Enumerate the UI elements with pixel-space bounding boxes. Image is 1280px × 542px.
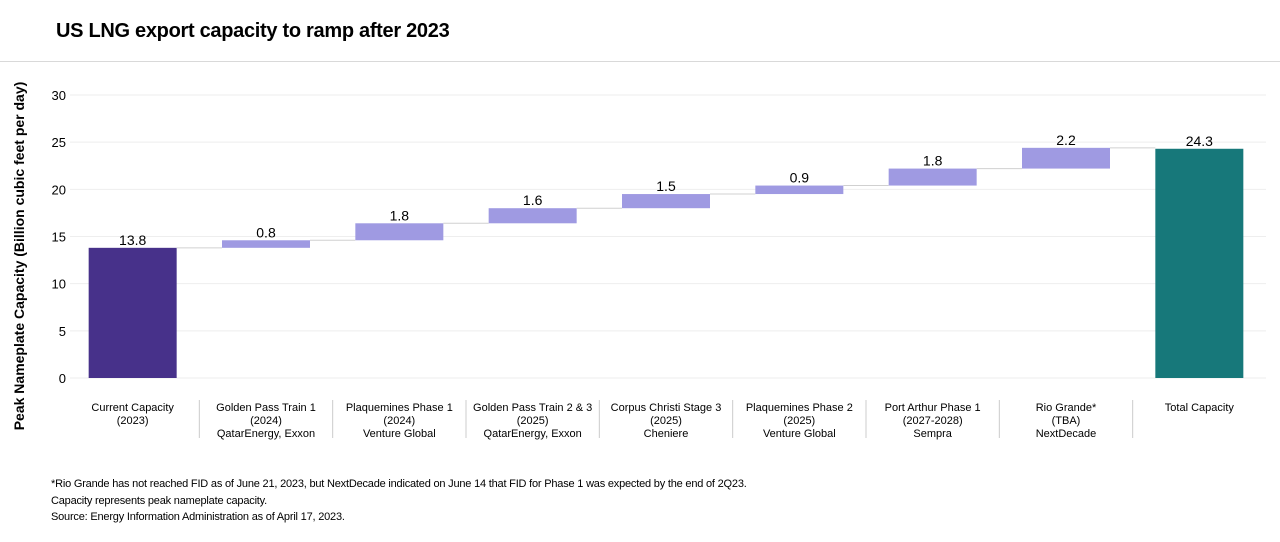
footnote-source: Source: Energy Information Administratio… xyxy=(51,511,345,523)
category-label-0-line-1: (2023) xyxy=(117,415,149,427)
data-label-1: 0.8 xyxy=(256,224,276,240)
bar-4 xyxy=(622,194,710,209)
category-label-3-line-2: QatarEnergy, Exxon xyxy=(484,428,582,440)
y-tick-label-20: 20 xyxy=(52,182,66,197)
category-label-6-line-1: (2027-2028) xyxy=(903,415,963,427)
category-label-3-line-0: Golden Pass Train 2 & 3 xyxy=(473,402,592,414)
y-tick-label-30: 30 xyxy=(52,88,66,103)
footnote-rio-grande: *Rio Grande has not reached FID as of Ju… xyxy=(51,478,747,490)
category-label-5-line-1: (2025) xyxy=(783,415,815,427)
y-tick-label-0: 0 xyxy=(59,371,66,386)
category-label-5-line-2: Venture Global xyxy=(763,428,836,440)
bar-2 xyxy=(355,223,444,241)
category-label-8-line-0: Total Capacity xyxy=(1165,402,1235,414)
y-tick-label-10: 10 xyxy=(52,277,66,292)
bar-8 xyxy=(1155,148,1244,378)
category-label-6-line-0: Port Arthur Phase 1 xyxy=(885,402,981,414)
data-label-4: 1.5 xyxy=(656,178,676,194)
y-tick-label-5: 5 xyxy=(59,324,66,339)
bar-7 xyxy=(1022,147,1110,169)
category-label-3-line-1: (2025) xyxy=(517,415,549,427)
data-label-3: 1.6 xyxy=(523,192,543,208)
data-label-5: 0.9 xyxy=(790,170,810,186)
category-label-7-line-1: (TBA) xyxy=(1052,415,1081,427)
category-label-1-line-2: QatarEnergy, Exxon xyxy=(217,428,315,440)
category-label-7-line-2: NextDecade xyxy=(1036,428,1097,440)
data-label-8: 24.3 xyxy=(1186,133,1213,149)
y-tick-label-25: 25 xyxy=(52,135,66,150)
bar-3 xyxy=(488,208,577,224)
y-axis-title: Peak Nameplate Capacity (Billion cubic f… xyxy=(11,82,27,431)
category-label-2-line-1: (2024) xyxy=(383,415,415,427)
category-label-2-line-0: Plaquemines Phase 1 xyxy=(346,402,453,414)
footnote-capacity: Capacity represents peak nameplate capac… xyxy=(51,494,268,507)
data-label-6: 1.8 xyxy=(923,153,943,169)
category-label-4-line-0: Corpus Christi Stage 3 xyxy=(611,402,722,414)
bar-5 xyxy=(755,185,844,195)
data-label-0: 13.8 xyxy=(119,232,146,248)
chart-title: US LNG export capacity to ramp after 202… xyxy=(56,20,450,42)
bar-1 xyxy=(222,240,310,248)
title-divider xyxy=(0,61,1280,62)
category-label-7-line-0: Rio Grande* xyxy=(1036,402,1097,414)
footnotes: *Rio Grande has not reached FID as of Ju… xyxy=(51,476,747,526)
category-label-1-line-0: Golden Pass Train 1 xyxy=(216,402,316,414)
y-tick-label-15: 15 xyxy=(52,230,66,245)
category-label-4-line-2: Cheniere xyxy=(644,428,689,440)
category-label-6-line-2: Sempra xyxy=(913,428,952,440)
bar-6 xyxy=(888,168,977,186)
bar-0 xyxy=(88,247,177,378)
category-label-4-line-1: (2025) xyxy=(650,415,682,427)
category-label-5-line-0: Plaquemines Phase 2 xyxy=(746,402,853,414)
data-label-2: 1.8 xyxy=(390,207,410,223)
category-label-1-line-1: (2024) xyxy=(250,415,282,427)
category-label-2-line-2: Venture Global xyxy=(363,428,436,440)
category-label-0-line-0: Current Capacity xyxy=(91,402,174,414)
waterfall-chart: 0 5 10 15 20 25 30 Peak Nameplate Capacity (Bil… xyxy=(11,82,1266,440)
data-label-7: 2.2 xyxy=(1056,132,1076,148)
